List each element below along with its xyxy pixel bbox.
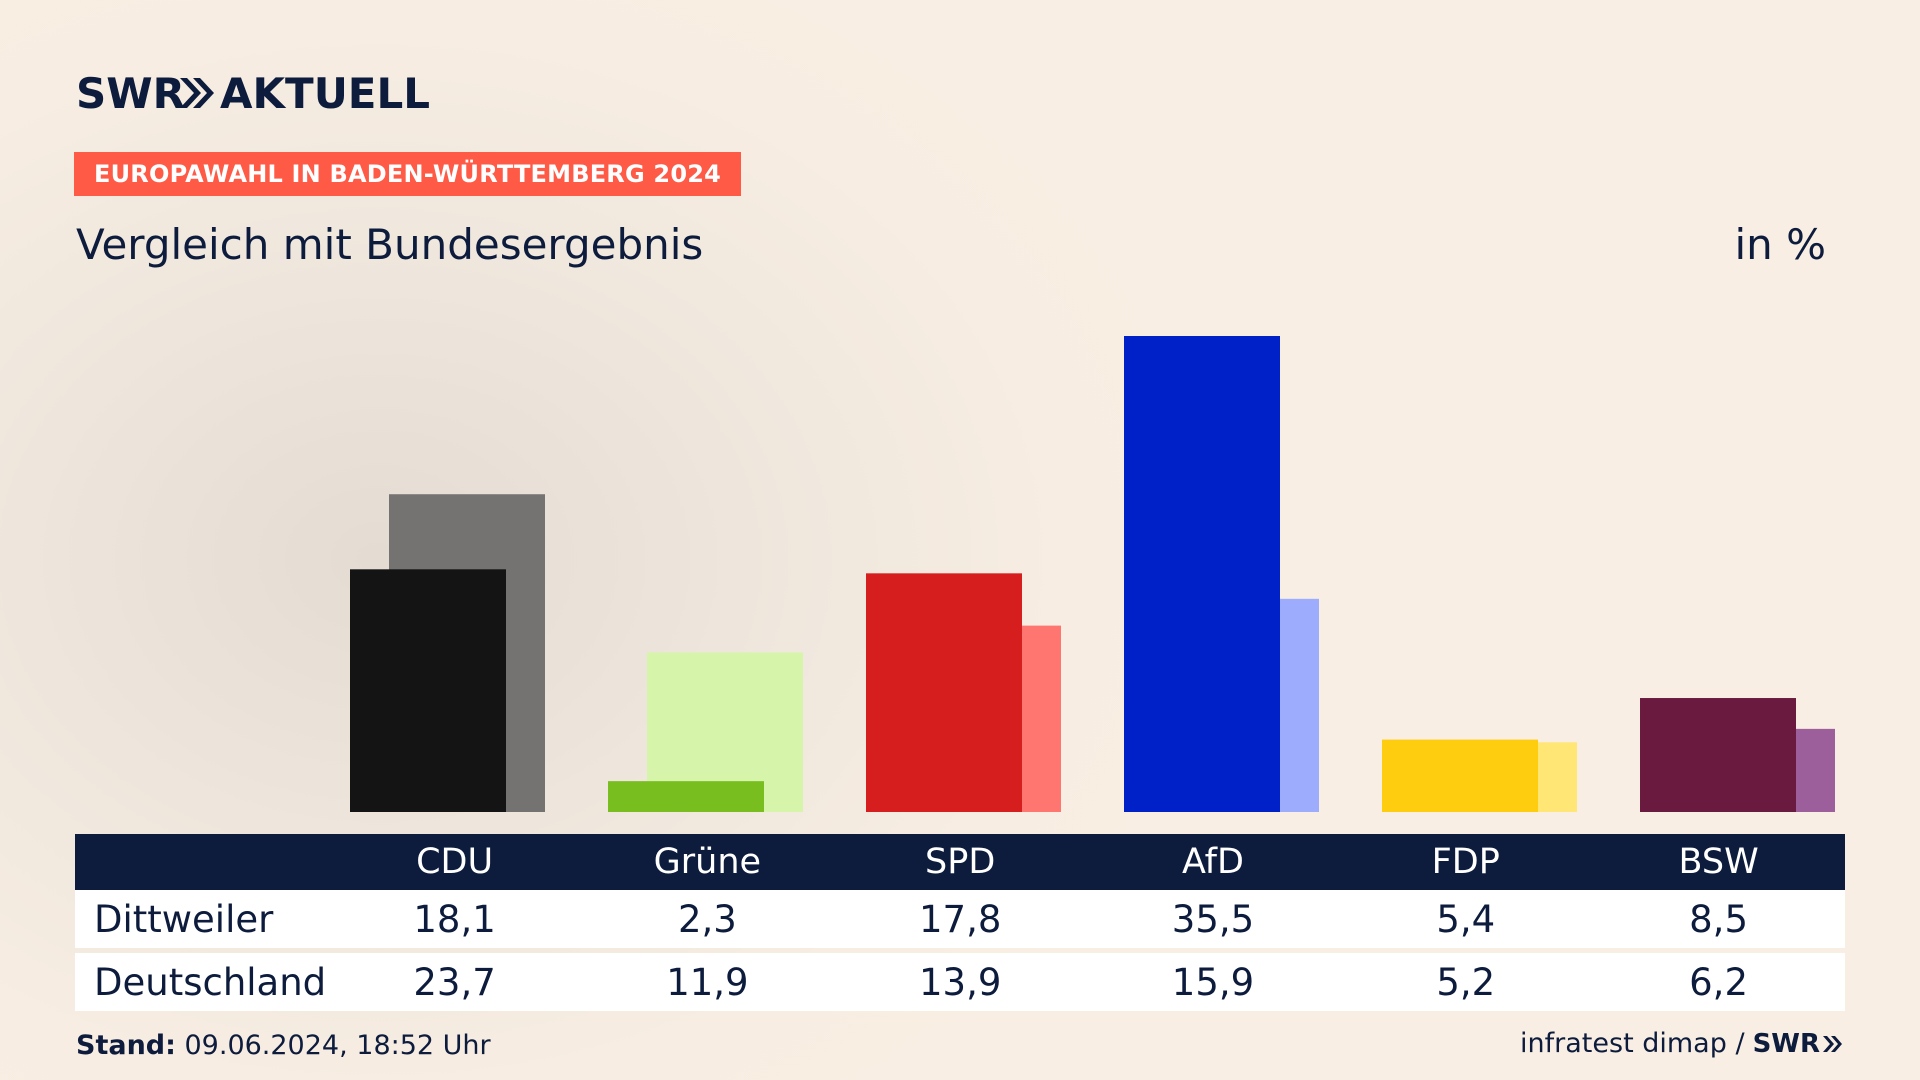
swr-small-chevrons-icon	[1823, 1035, 1842, 1052]
header-party-spd: SPD	[925, 842, 996, 882]
bar-chart	[350, 336, 1835, 812]
table-row-deutschland: Deutschland 23,7 11,9 13,9 15,9 5,2 6,2	[75, 953, 1845, 1011]
table-row-dittweiler: Dittweiler 18,1 2,3 17,8 35,5 5,4 8,5	[75, 890, 1845, 948]
swr-aktuell-logo-graphic: SWR AKTUELL	[76, 69, 430, 118]
value-dittweiler-cdu: 18,1	[413, 897, 496, 941]
value-dittweiler-gruene: 2,3	[677, 897, 737, 941]
value-deutschland-bsw: 6,2	[1689, 960, 1748, 1004]
swr-small-logo: SWR	[1753, 1029, 1844, 1059]
value-dittweiler-bsw: 8,5	[1689, 897, 1748, 941]
header-party-fdp: FDP	[1431, 842, 1500, 882]
timestamp-label: Stand:	[76, 1030, 176, 1061]
results-table: CDU Grüne SPD AfD FDP BSW Dittweiler 18,…	[75, 834, 1845, 1011]
header-party-cdu: CDU	[416, 842, 494, 882]
swr-small-text: SWR	[1752, 1028, 1820, 1059]
unit-label: in %	[1734, 220, 1826, 269]
value-deutschland-cdu: 23,7	[413, 960, 496, 1004]
swr-aktuell-logo: SWR AKTUELL	[76, 68, 436, 118]
value-deutschland-afd: 15,9	[1171, 960, 1255, 1004]
header-party-afd: AfD	[1181, 842, 1244, 882]
bar-dittweiler-cdu	[350, 569, 506, 812]
timestamp-value: 09.06.2024, 18:52 Uhr	[175, 1030, 491, 1061]
header-party-gruene: Grüne	[653, 842, 762, 882]
value-deutschland-spd: 13,9	[918, 960, 1002, 1004]
logo-swr-text: SWR	[76, 69, 185, 118]
value-dittweiler-spd: 17,8	[918, 897, 1002, 941]
source-text: infratest dimap /	[1520, 1028, 1745, 1059]
bar-dittweiler-gruene	[608, 781, 764, 812]
bar-dittweiler-afd	[1124, 336, 1280, 812]
value-deutschland-fdp: 5,2	[1436, 960, 1496, 1004]
bar-dittweiler-bsw	[1640, 698, 1796, 812]
headline-badge: EUROPAWAHL IN BADEN-WÜRTTEMBERG 2024	[74, 152, 742, 196]
value-dittweiler-afd: 35,5	[1171, 897, 1255, 941]
value-dittweiler-fdp: 5,4	[1436, 897, 1496, 941]
logo-aktuell-text: AKTUELL	[220, 69, 430, 118]
header-party-bsw: BSW	[1678, 842, 1759, 882]
timestamp: Stand: 09.06.2024, 18:52 Uhr	[76, 1030, 491, 1061]
chart-subtitle: Vergleich mit Bundesergebnis	[76, 220, 704, 269]
value-deutschland-gruene: 11,9	[666, 960, 749, 1004]
bar-dittweiler-fdp	[1382, 739, 1538, 812]
row-label-dittweiler: Dittweiler	[94, 897, 274, 941]
source-credit: infratest dimap / SWR	[1520, 1028, 1844, 1059]
bar-dittweiler-spd	[866, 573, 1022, 812]
logo-chevrons-icon	[180, 78, 214, 108]
table-header-row: CDU Grüne SPD AfD FDP BSW	[75, 834, 1845, 890]
row-label-deutschland: Deutschland	[94, 960, 327, 1004]
